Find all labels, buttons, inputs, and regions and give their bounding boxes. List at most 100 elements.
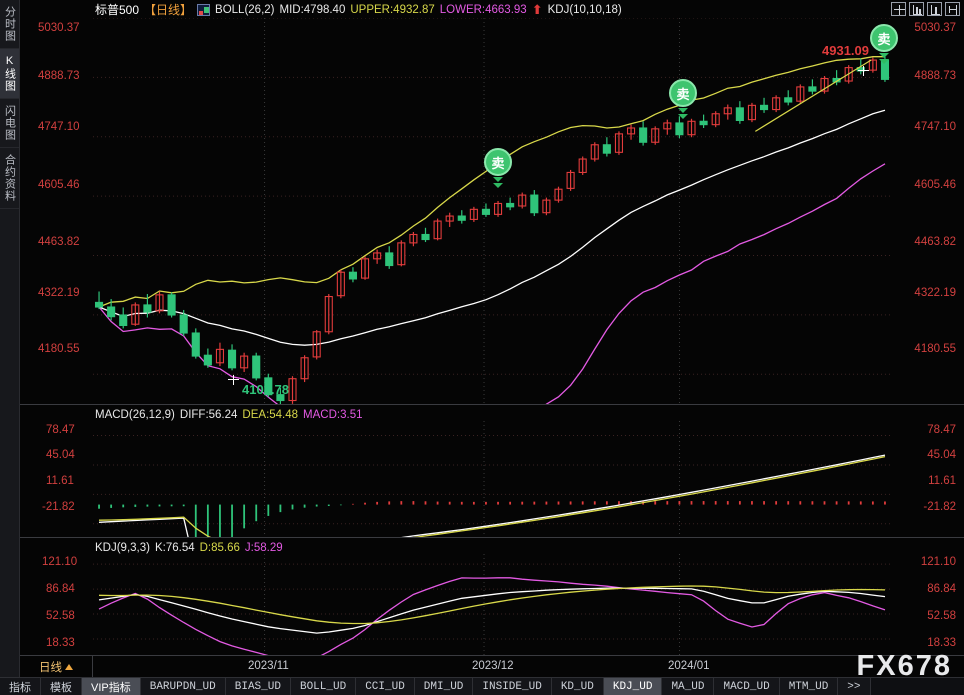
boll-lower-value: LOWER:4663.93 [439,3,527,16]
period-selector[interactable]: 日线 [20,656,93,677]
candlestick-icon[interactable] [197,3,211,16]
price-y-label: 4605.46 [914,179,956,191]
sidebar-item-label: 闪电图 [3,105,16,141]
tab-label: KD_UD [560,680,594,693]
tab-barupdn-ud[interactable]: BARUPDN_UD [141,678,226,695]
low-price-annotation: 4103.78 [242,382,289,397]
tab-indicators[interactable]: 指标 [0,678,41,695]
kdj-y-label: 18.33 [46,637,75,649]
tab-label: KDJ_UD [612,680,653,693]
fit-right-icon[interactable] [927,2,942,16]
tab-vip-indicators[interactable]: VIP指标 [82,678,141,695]
price-y-label: 4180.55 [38,343,80,355]
sidebar-item-contract-info[interactable]: 合约资料 [0,148,19,209]
tab-label: 模板 [50,681,72,694]
sidebar-item-label: 合约资料 [3,154,16,202]
macd-y-label: 45.04 [927,449,956,461]
tab-kd-ud[interactable]: KD_UD [552,678,604,695]
kdj-header-label: KDJ(10,10,18) [547,3,622,16]
fit-left-icon[interactable] [909,2,924,16]
tab-bias-ud[interactable]: BIAS_UD [226,678,291,695]
macd-y-label: -21.82 [923,501,956,513]
kdj-title: KDJ(9,3,3) [95,541,150,554]
tab-inside-ud[interactable]: INSIDE_UD [473,678,552,695]
x-axis-bar: 日线 2023/11 2023/12 2024/01 [20,655,964,677]
tab-label: BOLL_UD [299,680,347,693]
tab-dmi-ud[interactable]: DMI_UD [415,678,474,695]
tab-label: MA_UD [671,680,705,693]
price-y-label: 5030.37 [38,22,80,34]
tab-label: BARUPDN_UD [149,680,216,693]
candlestick-svg [93,18,891,404]
kdj-svg [93,554,891,655]
expand-right-icon[interactable] [945,2,960,16]
tab-ma-ud[interactable]: MA_UD [662,678,715,695]
sidebar-item-lightning[interactable]: 闪电图 [0,99,19,148]
chevron-down-icon [678,108,688,113]
chevron-down-icon [493,177,503,182]
price-y-label: 4747.10 [38,121,80,133]
tab-label: INSIDE_UD [482,680,542,693]
macd-y-label: -21.82 [42,501,75,513]
kdj-j-value: J:58.29 [244,541,283,554]
tab-macd-ud[interactable]: MACD_UD [714,678,780,695]
period-selector-label: 日线 [39,661,62,674]
tab-label: CCI_UD [365,680,405,693]
macd-panel-legend: MACD(26,12,9) DIFF:56.24 DEA:54.48 MACD:… [95,407,362,422]
crosshair-icon[interactable] [891,2,906,16]
price-y-label: 4463.82 [914,236,956,248]
left-sidebar: 分时图 K线图 闪电图 合约资料 [0,0,20,677]
sell-marker-2[interactable]: 卖 [669,79,697,119]
tab-label: 指标 [9,681,31,694]
price-y-label: 4888.73 [914,70,956,82]
sell-marker-3[interactable]: 卖 [870,24,898,64]
price-chart-plot[interactable] [93,18,891,404]
macd-diff-value: DIFF:56.24 [179,408,238,421]
x-axis-tick: 2023/12 [472,660,514,672]
macd-y-label: 11.61 [928,475,956,487]
triangle-up-icon [65,663,73,670]
tab-cci-ud[interactable]: CCI_UD [356,678,415,695]
price-y-label: 4322.19 [914,287,956,299]
sidebar-item-label: K线图 [3,55,16,92]
tab-label: MTM_UD [788,680,829,693]
sell-marker-label: 卖 [870,24,898,52]
chevron-down-icon [879,59,889,64]
kdj-panel: KDJ(9,3,3) K:76.54 D:85.66 J:58.29 121.1… [20,537,964,655]
macd-y-label: 45.04 [46,449,75,461]
up-arrow-icon: ⬆ [531,1,543,17]
sidebar-item-kline[interactable]: K线图 [0,49,19,99]
boll-upper-value: UPPER:4932.87 [350,3,435,16]
kdj-chart-plot[interactable] [93,554,891,655]
chart-toolbar [891,2,960,16]
sell-marker-1[interactable]: 卖 [484,148,512,188]
price-y-label: 4605.46 [38,179,80,191]
kdj-y-label: 18.33 [927,637,956,649]
kdj-y-label: 52.58 [927,610,956,622]
price-y-label: 4180.55 [914,343,956,355]
tab-label: BIAS_UD [234,680,281,693]
macd-chart-plot[interactable] [93,421,891,537]
kdj-y-label: 52.58 [46,610,75,622]
macd-y-label: 78.47 [927,424,956,436]
tab-more[interactable]: >> [838,678,871,695]
tab-boll-ud[interactable]: BOLL_UD [291,678,357,695]
sell-marker-label: 卖 [484,148,512,176]
sidebar-item-timeshare[interactable]: 分时图 [0,0,19,49]
indicator-tab-bar: 指标 模板 VIP指标 BARUPDN_UD BIAS_UD BOLL_UD C… [0,677,964,695]
symbol-name: 标普500 [95,3,140,17]
boll-mid-value: MID:4798.40 [279,3,346,16]
tab-mtm-ud[interactable]: MTM_UD [780,678,839,695]
macd-y-label: 11.61 [46,475,74,487]
sidebar-item-label: 分时图 [3,6,16,42]
tab-bar-filler [870,678,964,695]
macd-title: MACD(26,12,9) [95,408,175,421]
watermark: FX678 [856,650,952,682]
tab-kdj-ud[interactable]: KDJ_UD [603,678,663,695]
tab-templates[interactable]: 模板 [41,678,82,695]
macd-svg [93,421,891,537]
kdj-d-value: D:85.66 [199,541,240,554]
kdj-y-label: 86.84 [46,583,75,595]
period-label: 【日线】 [144,3,193,17]
